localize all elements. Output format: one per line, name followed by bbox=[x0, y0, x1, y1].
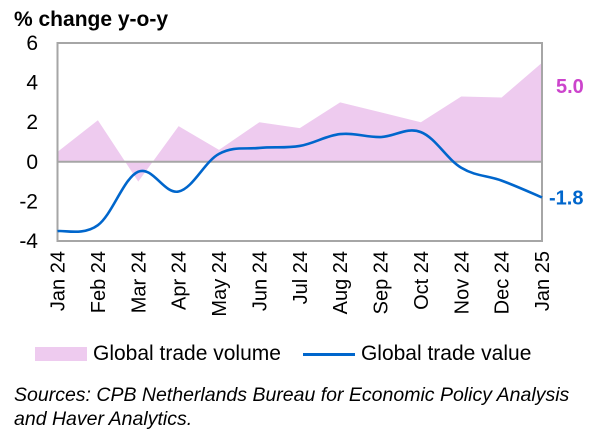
x-tick-label: Jan 25 bbox=[532, 251, 554, 311]
x-tick-label: Jul 24 bbox=[290, 251, 312, 304]
legend-swatch-volume bbox=[35, 347, 87, 361]
x-tick-label: Dec 24 bbox=[492, 251, 514, 314]
legend-swatch-value bbox=[302, 352, 355, 356]
legend-item-volume: Global trade volume bbox=[35, 342, 281, 366]
y-tick-label: -2 bbox=[19, 190, 38, 213]
area-global-trade-volume bbox=[57, 62, 542, 182]
source-note: Sources: CPB Netherlands Bureau for Econ… bbox=[14, 384, 570, 430]
legend-label-value: Global trade value bbox=[360, 342, 532, 365]
line-global-trade-value bbox=[57, 129, 543, 234]
x-tick-label: Aug 24 bbox=[330, 251, 352, 314]
legend-item-value: Global trade value bbox=[302, 342, 532, 366]
legend-label-volume: Global trade volume bbox=[93, 342, 281, 365]
y-tick-label: 6 bbox=[26, 32, 38, 55]
x-tick-label: Nov 24 bbox=[451, 251, 473, 314]
y-tick-label: 4 bbox=[26, 72, 38, 95]
y-axis-title: % change y-o-y bbox=[14, 8, 168, 31]
x-tick-label: Apr 24 bbox=[169, 251, 191, 310]
y-tick-label: -4 bbox=[19, 230, 38, 253]
x-tick-label: Jan 24 bbox=[48, 251, 70, 311]
x-tick-label: Sep 24 bbox=[371, 251, 393, 314]
y-tick-label: 0 bbox=[26, 151, 38, 174]
chart: % change y-o-y 6 4 2 0 -2 -4 Jan 24 Feb 24 Mar 2… bbox=[14, 8, 584, 317]
x-tick-label: Jun 24 bbox=[249, 251, 271, 311]
x-tick-label: Feb 24 bbox=[88, 251, 110, 313]
y-tick-label: 2 bbox=[26, 111, 38, 134]
legend: Global trade volume Global trade value bbox=[35, 342, 553, 366]
plot-frame bbox=[56, 42, 543, 242]
x-tick-label: Mar 24 bbox=[128, 251, 150, 313]
end-label-volume: 5.0 bbox=[556, 76, 584, 98]
end-label-value: -1.8 bbox=[549, 187, 583, 209]
x-tick-label: Oct 24 bbox=[411, 251, 433, 310]
x-tick-label: May 24 bbox=[209, 251, 231, 317]
